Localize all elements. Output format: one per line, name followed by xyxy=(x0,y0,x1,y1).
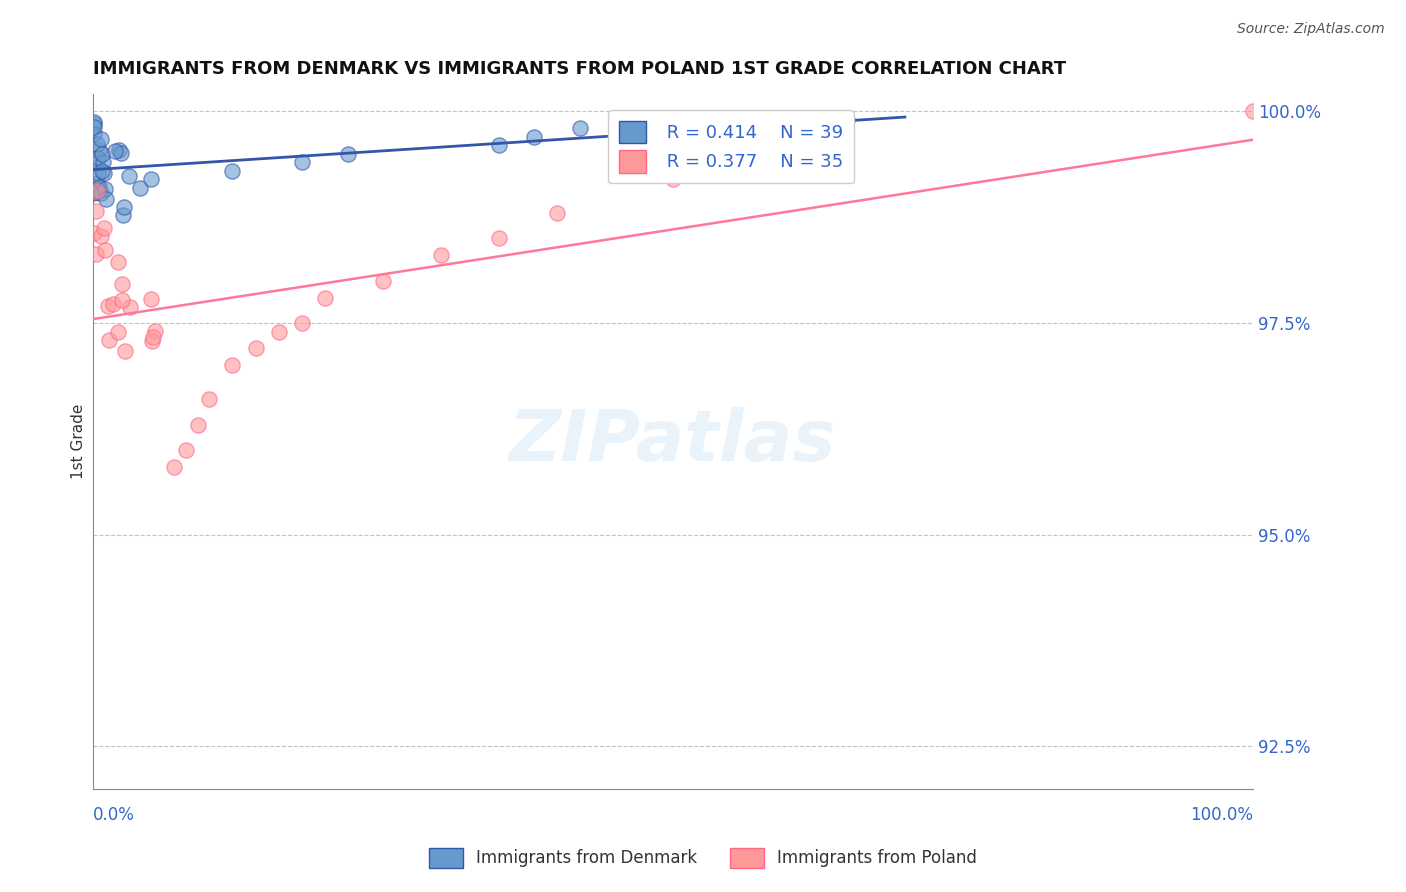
Point xyxy=(90,186,112,201)
Point xyxy=(141,334,163,348)
Point xyxy=(111,277,134,292)
Point xyxy=(111,293,134,308)
Point xyxy=(87,143,110,157)
Point xyxy=(163,460,186,475)
Point xyxy=(221,359,243,373)
Point xyxy=(139,292,162,306)
Point xyxy=(91,155,114,169)
Point xyxy=(523,129,546,144)
Point xyxy=(107,255,129,269)
Point xyxy=(114,344,136,359)
Point xyxy=(1241,104,1264,119)
Point xyxy=(83,117,105,131)
Point xyxy=(84,186,107,200)
Point xyxy=(84,204,107,219)
Point xyxy=(110,146,132,161)
Legend:  R = 0.414    N = 39,  R = 0.377    N = 35: R = 0.414 N = 39, R = 0.377 N = 35 xyxy=(609,111,853,184)
Point xyxy=(84,247,107,261)
Point xyxy=(371,274,394,288)
Point xyxy=(90,132,112,146)
Point xyxy=(107,325,129,339)
Point xyxy=(198,392,221,407)
Point xyxy=(488,138,510,153)
Point xyxy=(87,166,110,180)
Point xyxy=(291,155,314,169)
Text: Source: ZipAtlas.com: Source: ZipAtlas.com xyxy=(1237,22,1385,37)
Point xyxy=(97,299,120,313)
Point xyxy=(118,169,141,183)
Point xyxy=(83,186,105,201)
Point xyxy=(546,206,568,220)
Point xyxy=(337,146,360,161)
Point xyxy=(93,221,115,235)
Text: IMMIGRANTS FROM DENMARK VS IMMIGRANTS FROM POLAND 1ST GRADE CORRELATION CHART: IMMIGRANTS FROM DENMARK VS IMMIGRANTS FR… xyxy=(93,60,1066,78)
Point xyxy=(87,151,110,165)
Legend: Immigrants from Denmark, Immigrants from Poland: Immigrants from Denmark, Immigrants from… xyxy=(422,841,984,875)
Text: ZIPatlas: ZIPatlas xyxy=(509,407,837,476)
Point xyxy=(141,172,163,186)
Y-axis label: 1st Grade: 1st Grade xyxy=(72,404,86,479)
Point xyxy=(112,200,135,214)
Point xyxy=(90,228,112,243)
Point xyxy=(93,166,115,180)
Point xyxy=(111,208,134,222)
Point xyxy=(86,181,108,195)
Point xyxy=(108,143,131,157)
Point xyxy=(91,164,114,178)
Point xyxy=(835,112,858,127)
Point xyxy=(98,333,121,347)
Point xyxy=(83,115,105,129)
Point xyxy=(267,325,290,339)
Point xyxy=(120,301,142,315)
Point xyxy=(142,329,165,343)
Point xyxy=(86,176,108,190)
Point xyxy=(94,182,117,196)
Point xyxy=(87,179,110,194)
Point xyxy=(662,172,685,186)
Point xyxy=(83,227,105,241)
Text: 0.0%: 0.0% xyxy=(93,805,135,823)
Point xyxy=(94,243,117,257)
Point xyxy=(86,184,108,198)
Point xyxy=(174,443,197,458)
Point xyxy=(314,291,336,305)
Point xyxy=(245,342,267,356)
Point xyxy=(291,316,314,330)
Point xyxy=(430,248,453,262)
Point xyxy=(82,155,104,169)
Point xyxy=(94,192,117,206)
Point xyxy=(83,120,105,134)
Point xyxy=(104,144,127,158)
Point xyxy=(187,417,209,432)
Point xyxy=(221,163,243,178)
Point xyxy=(86,184,108,198)
Point xyxy=(91,147,114,161)
Point xyxy=(128,180,150,194)
Point xyxy=(83,128,105,142)
Point xyxy=(488,231,510,245)
Point xyxy=(86,136,108,151)
Point xyxy=(569,121,592,136)
Point xyxy=(143,324,166,338)
Point xyxy=(101,297,124,311)
Text: 100.0%: 100.0% xyxy=(1189,805,1253,823)
